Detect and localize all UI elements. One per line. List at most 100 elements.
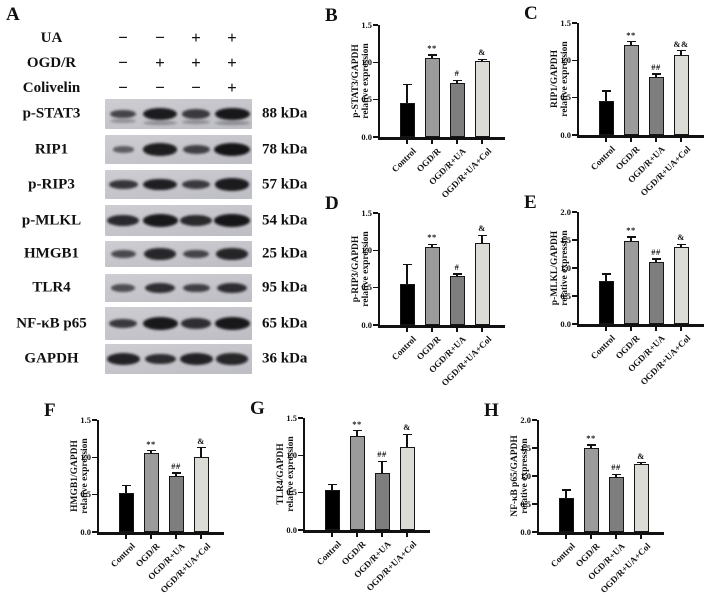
y-axis-label: TLR4/GAPDH relative expression <box>276 418 296 530</box>
protein-label: NF-κB p65 <box>16 315 87 331</box>
plot-area: 0.0 0.5 1.0 1.5 Control ** OGD/R ## OGD/R+UA & OGD… <box>286 413 430 593</box>
y-tick-label: 0.5 <box>286 487 297 498</box>
protein-band <box>216 353 248 365</box>
protein-band <box>112 146 134 153</box>
protein-label: RIP1 <box>34 141 69 157</box>
protein-band <box>108 318 138 329</box>
protein-band <box>144 248 176 260</box>
error-bar-line <box>456 80 458 84</box>
protein-label: p-MLKL <box>21 212 82 228</box>
blot-row: RIP1 78 kDa <box>0 135 330 164</box>
protein-band <box>180 214 212 226</box>
significance-label: ## <box>651 247 661 258</box>
protein-band <box>182 145 210 154</box>
error-bar-line <box>680 50 682 56</box>
protein-label: p-RIP3 <box>28 176 75 192</box>
y-axis-label: p-STAT3/GAPDH relative expression <box>351 25 371 137</box>
x-axis-tick <box>630 138 632 142</box>
protein-band <box>182 119 210 124</box>
protein-band <box>214 317 250 330</box>
x-axis-tick <box>655 138 657 142</box>
x-axis-tick <box>605 138 607 142</box>
protein-band <box>179 353 213 365</box>
y-tick-label: 1.5 <box>560 17 571 28</box>
y-axis-tick <box>572 239 577 241</box>
y-tick-label: 0.5 <box>520 498 531 509</box>
y-axis-tick <box>572 267 577 269</box>
bar <box>623 45 639 135</box>
panel-c-chart: C RIP1/GAPDH relative expression 0.0 0.5 1… <box>522 3 706 198</box>
y-axis-tick <box>298 417 303 419</box>
x-axis-tick <box>615 535 617 539</box>
significance-label: ## <box>171 461 181 471</box>
y-tick-label: 1.0 <box>80 451 91 462</box>
bar <box>449 83 465 137</box>
bar <box>374 473 390 530</box>
panel-h-chart: H NF-κB p65/GAPDH relative expression 0.… <box>482 400 672 595</box>
y-axis-label: RIP1/GAPDH relative expression <box>550 23 570 135</box>
y-tick-label: 1.0 <box>560 262 571 273</box>
significance-label: ** <box>586 433 596 444</box>
plot-area: 0.0 0.5 1.0 1.5 Control ** OGD/R ## OGD/R+UA & OGD… <box>80 415 224 595</box>
panel-letter-a: A <box>6 4 20 25</box>
plot-area: 0.0 0.5 1.0 1.5 Control ** OGD/R ## OGD/R+UA && OG… <box>560 18 704 198</box>
y-axis-tick <box>92 456 97 459</box>
y-axis-tick <box>572 59 577 62</box>
y-axis-tick <box>373 136 378 138</box>
error-bar-line <box>200 447 202 458</box>
error-bar-line <box>655 73 657 77</box>
error-bar-cap <box>452 273 462 275</box>
panel-b-chart: B p-STAT3/GAPDH relative expression 0.0 0… <box>323 5 513 200</box>
protein-band <box>144 282 176 294</box>
blot-strip <box>105 135 252 164</box>
y-axis-tick <box>572 134 577 136</box>
treatment-symbol: + <box>191 28 201 47</box>
significance-label: ** <box>146 438 156 449</box>
error-bar-cap <box>121 484 131 487</box>
error-bar-line <box>431 244 433 247</box>
x-axis-tick <box>565 535 567 539</box>
protein-band <box>143 143 177 156</box>
y-axis-tick <box>298 529 303 531</box>
y-tick-label: 0.5 <box>560 290 571 301</box>
protein-band <box>214 143 250 156</box>
significance-label: ## <box>377 449 387 460</box>
bar <box>399 283 415 325</box>
bar <box>608 477 624 532</box>
error-bar-cap <box>626 236 636 238</box>
bar <box>193 457 209 532</box>
significance-label: ** <box>352 418 362 429</box>
y-tick-label: 0.5 <box>560 92 571 103</box>
treatment-label: Colivelin <box>22 80 81 96</box>
x-category-label: Control <box>588 333 618 362</box>
x-axis-tick <box>331 533 333 537</box>
error-bar-line <box>630 237 632 242</box>
y-tick-label: 0.0 <box>560 129 571 140</box>
panel-g-chart: G TLR4/GAPDH relative expression 0.0 0.5 1… <box>248 398 438 593</box>
bar <box>623 241 639 324</box>
blot-strip <box>105 205 252 236</box>
molecular-weight-label: 36 kDa <box>262 350 308 367</box>
protein-band <box>215 248 249 260</box>
error-bar-cap <box>171 472 181 474</box>
x-axis-tick <box>680 327 682 331</box>
x-axis-tick <box>356 533 358 537</box>
y-tick-label: 2.0 <box>520 414 531 425</box>
x-axis-tick <box>150 535 152 539</box>
panel-letter-g: G <box>250 398 265 419</box>
protein-band <box>110 249 136 259</box>
y-tick-label: 2.0 <box>560 206 571 217</box>
protein-label: GAPDH <box>24 350 79 367</box>
x-axis-tick <box>125 535 127 539</box>
error-bar-line <box>125 485 127 494</box>
protein-band <box>183 249 209 259</box>
y-axis-label-line2: relative expression <box>361 231 371 307</box>
protein-band <box>214 107 250 121</box>
error-bar-line <box>615 474 617 478</box>
significance-label: # <box>454 68 460 79</box>
error-bar-cap <box>626 40 636 43</box>
error-bar-cap <box>427 54 437 56</box>
y-tick-label: 0.0 <box>520 526 531 537</box>
treatment-symbol: + <box>227 53 237 72</box>
protein-band <box>216 282 248 294</box>
